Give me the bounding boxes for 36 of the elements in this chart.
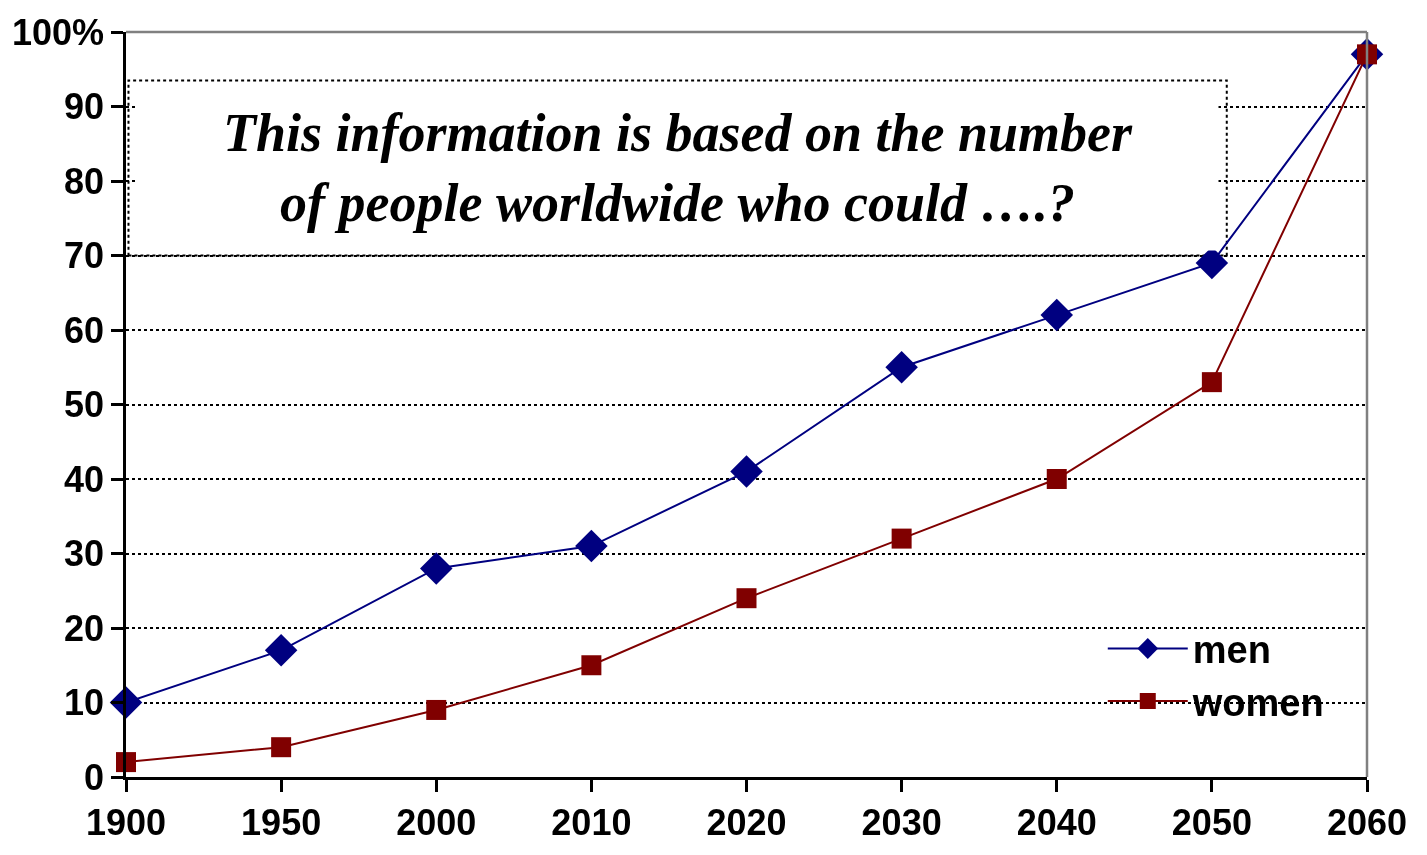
point <box>891 528 912 549</box>
point <box>1046 469 1067 489</box>
x-tick-label: 2060 <box>1326 801 1408 843</box>
y-tick-label: 80 <box>64 160 105 202</box>
annotation: This information is based on the number of people worldwide who could ….? <box>222 102 1134 234</box>
y-tick-label: 50 <box>64 384 105 426</box>
y-tick-label: 60 <box>64 309 105 351</box>
x-tick-label: 2010 <box>551 801 632 843</box>
legend-label: men <box>1192 629 1271 672</box>
y-tick-label: 10 <box>64 682 105 724</box>
point <box>420 552 453 585</box>
y-tick-label: 70 <box>64 235 105 277</box>
y-tick-label: 100% <box>11 11 105 53</box>
point <box>1040 298 1073 332</box>
x-tick-label: 1900 <box>85 801 167 843</box>
y-tick-label: 20 <box>64 607 105 649</box>
point <box>736 588 757 609</box>
y-tick-label: 30 <box>64 533 105 575</box>
point <box>575 529 608 563</box>
point <box>885 351 918 384</box>
point <box>581 655 602 676</box>
point <box>1201 372 1222 393</box>
x-tick-label: 2020 <box>706 801 787 843</box>
x-tick-label: 2030 <box>861 801 942 843</box>
legend-label: women <box>1191 681 1324 724</box>
x-tick-label: 1950 <box>241 801 322 843</box>
x-tick-label: 2040 <box>1016 801 1097 843</box>
point <box>730 455 763 488</box>
y-tick-label: 90 <box>64 86 105 128</box>
point <box>426 699 447 720</box>
point <box>264 634 298 667</box>
x-tick-label: 2000 <box>396 801 477 843</box>
y-tick-label: 40 <box>64 458 105 500</box>
y-tick-label: 0 <box>84 756 105 798</box>
point <box>271 737 292 758</box>
x-tick-label: 2050 <box>1171 801 1252 843</box>
